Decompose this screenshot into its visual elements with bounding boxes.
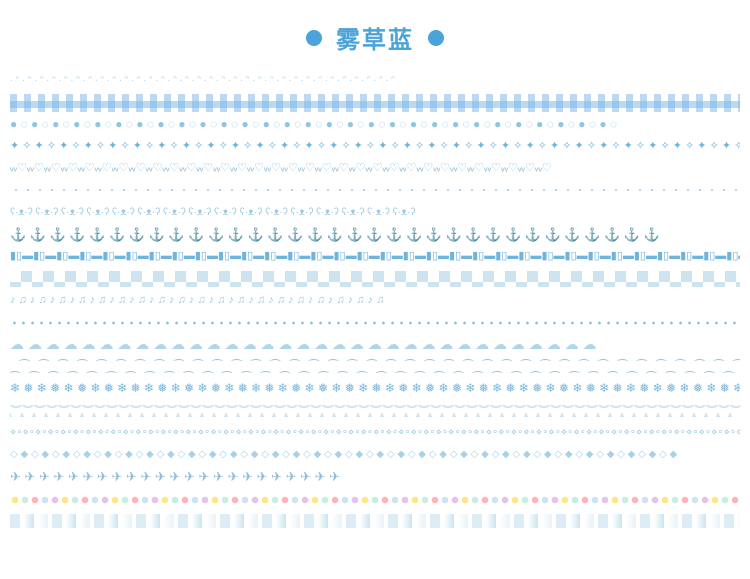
header-title: 雾草蓝	[336, 20, 414, 55]
tape-pattern	[10, 318, 740, 328]
tape-row-4: ᵥᵥ♡ᵥᵥ♡ᵥᵥ♡ᵥᵥ♡ᵥᵥ♡ᵥᵥ♡ᵥᵥ♡ᵥᵥ♡ᵥᵥ♡ᵥᵥ♡ᵥᵥ♡ᵥᵥ♡ᵥᵥ♡ᵥ…	[10, 159, 740, 178]
tape-row-5	[10, 181, 740, 200]
tape-row-12: ☁ ☁ ☁ ☁ ☁ ☁ ☁ ☁ ☁ ☁ ☁ ☁ ☁ ☁ ☁ ☁ ☁ ☁ ☁ ☁ …	[10, 335, 740, 354]
tape-row-19	[10, 489, 740, 508]
tape-row-17: ◇ ◆ ◇ ◆ ◇ ◆ ◇ ◆ ◇ ◆ ◇ ◆ ◇ ◆ ◇ ◆ ◇ ◆ ◇ ◆ …	[10, 445, 740, 464]
header-dot-right	[428, 30, 444, 46]
tape-row-18: ✈ ✈ ✈ ✈ ✈ ✈ ✈ ✈ ✈ ✈ ✈ ✈ ✈ ✈ ✈ ✈ ✈ ✈ ✈ ✈ …	[10, 467, 740, 486]
tape-row-15	[10, 401, 740, 420]
header: 雾草蓝	[0, 0, 750, 71]
tape-row-1	[10, 93, 740, 112]
tape-row-3: ✦ ✧ ✦ ✧ ✦ ✧ ✦ ✧ ✦ ✧ ✦ ✧ ✦ ✧ ✦ ✧ ✦ ✧ ✦ ✧ …	[10, 137, 740, 156]
tape-row-14: ❄ ❅ ❄ ❅ ❄ ❅ ❄ ❅ ❄ ❅ ❄ ❅ ❄ ❅ ❄ ❅ ❄ ❅ ❄ ❅ …	[10, 379, 740, 398]
tape-pattern	[10, 514, 740, 528]
tape-glyphs: ♪ ♫ ♪ ♫ ♪ ♫ ♪ ♫ ♪ ♫ ♪ ♫ ♪ ♫ ♪ ♫ ♪ ♫ ♪ ♫ …	[10, 291, 740, 310]
tape-row-10: ♪ ♫ ♪ ♫ ♪ ♫ ♪ ♫ ♪ ♫ ♪ ♫ ♪ ♫ ♪ ♫ ♪ ♫ ♪ ♫ …	[10, 291, 740, 310]
tape-glyphs: ☁ ☁ ☁ ☁ ☁ ☁ ☁ ☁ ☁ ☁ ☁ ☁ ☁ ☁ ☁ ☁ ☁ ☁ ☁ ☁ …	[10, 335, 740, 354]
tape-glyphs: ⁔⁀⁔⁀⁔⁀⁔⁀⁔⁀⁔⁀⁔⁀⁔⁀⁔⁀⁔⁀⁔⁀⁔⁀⁔⁀⁔⁀⁔⁀⁔⁀⁔⁀⁔⁀⁔⁀⁔⁀…	[10, 357, 740, 376]
tape-row-20	[10, 511, 740, 530]
tape-glyphs: ❄ ❅ ❄ ❅ ❄ ❅ ❄ ❅ ❄ ❅ ❄ ❅ ❄ ❅ ❄ ❅ ❄ ❅ ❄ ❅ …	[10, 379, 740, 398]
tape-glyphs: ✦ ✧ ✦ ✧ ✦ ✧ ✦ ✧ ✦ ✧ ✦ ✧ ✦ ✧ ✦ ✧ ✦ ✧ ✦ ✧ …	[10, 137, 740, 156]
tape-glyphs: ▮▯▬▮▯▬▮▯▬▮▯▬▮▯▬▮▯▬▮▯▬▮▯▬▮▯▬▮▯▬▮▯▬▮▯▬▮▯▬▮…	[10, 247, 740, 266]
tape-glyphs: ᵥᵥ♡ᵥᵥ♡ᵥᵥ♡ᵥᵥ♡ᵥᵥ♡ᵥᵥ♡ᵥᵥ♡ᵥᵥ♡ᵥᵥ♡ᵥᵥ♡ᵥᵥ♡ᵥᵥ♡ᵥᵥ♡ᵥ…	[10, 159, 740, 178]
tape-row-11	[10, 313, 740, 332]
tape-glyphs: ● ◌ ● ◌ ● ◌ ● ◌ ● ◌ ● ◌ ● ◌ ● ◌ ● ◌ ● ◌ …	[10, 115, 740, 134]
tape-pattern	[10, 187, 740, 195]
tape-row-2: ● ◌ ● ◌ ● ◌ ● ◌ ● ◌ ● ◌ ● ◌ ● ◌ ● ◌ ● ◌ …	[10, 115, 740, 134]
tape-row-8: ▮▯▬▮▯▬▮▯▬▮▯▬▮▯▬▮▯▬▮▯▬▮▯▬▮▯▬▮▯▬▮▯▬▮▯▬▮▯▬▮…	[10, 247, 740, 266]
tape-glyphs: ʕ·ᴥ·ʔ ʕ·ᴥ·ʔ ʕ·ᴥ·ʔ ʕ·ᴥ·ʔ ʕ·ᴥ·ʔ ʕ·ᴥ·ʔ ʕ·ᴥ·…	[10, 203, 740, 222]
tape-row-0: ∙ ᵔ ∙ ᵔ ∙ ᵔ ∙ ᵔ ∙ ᵔ ∙ ᵔ ∙ ᵔ ∙ ᵔ ∙ ᵔ ∙ ᵔ …	[10, 71, 740, 90]
tape-row-7: ⚓ ⚓ ⚓ ⚓ ⚓ ⚓ ⚓ ⚓ ⚓ ⚓ ⚓ ⚓ ⚓ ⚓ ⚓ ⚓ ⚓ ⚓ ⚓ ⚓ …	[10, 225, 740, 244]
tape-row-16: ⋄∘⋄∘⋄∘⋄∘⋄∘⋄∘⋄∘⋄∘⋄∘⋄∘⋄∘⋄∘⋄∘⋄∘⋄∘⋄∘⋄∘⋄∘⋄∘⋄∘…	[10, 423, 740, 442]
tape-pattern	[10, 94, 740, 112]
tape-pattern	[10, 490, 740, 508]
tape-pattern	[10, 271, 740, 287]
tape-row-6: ʕ·ᴥ·ʔ ʕ·ᴥ·ʔ ʕ·ᴥ·ʔ ʕ·ᴥ·ʔ ʕ·ᴥ·ʔ ʕ·ᴥ·ʔ ʕ·ᴥ·…	[10, 203, 740, 222]
tape-glyphs: ✈ ✈ ✈ ✈ ✈ ✈ ✈ ✈ ✈ ✈ ✈ ✈ ✈ ✈ ✈ ✈ ✈ ✈ ✈ ✈ …	[10, 467, 740, 486]
tape-pattern	[10, 405, 740, 417]
tape-glyphs: ⋄∘⋄∘⋄∘⋄∘⋄∘⋄∘⋄∘⋄∘⋄∘⋄∘⋄∘⋄∘⋄∘⋄∘⋄∘⋄∘⋄∘⋄∘⋄∘⋄∘…	[10, 423, 740, 442]
tape-glyphs: ∙ ᵔ ∙ ᵔ ∙ ᵔ ∙ ᵔ ∙ ᵔ ∙ ᵔ ∙ ᵔ ∙ ᵔ ∙ ᵔ ∙ ᵔ …	[10, 71, 740, 90]
tape-row-13: ⁔⁀⁔⁀⁔⁀⁔⁀⁔⁀⁔⁀⁔⁀⁔⁀⁔⁀⁔⁀⁔⁀⁔⁀⁔⁀⁔⁀⁔⁀⁔⁀⁔⁀⁔⁀⁔⁀⁔⁀…	[10, 357, 740, 376]
tape-glyphs: ⚓ ⚓ ⚓ ⚓ ⚓ ⚓ ⚓ ⚓ ⚓ ⚓ ⚓ ⚓ ⚓ ⚓ ⚓ ⚓ ⚓ ⚓ ⚓ ⚓ …	[10, 225, 740, 244]
tape-list: ∙ ᵔ ∙ ᵔ ∙ ᵔ ∙ ᵔ ∙ ᵔ ∙ ᵔ ∙ ᵔ ∙ ᵔ ∙ ᵔ ∙ ᵔ …	[0, 71, 750, 530]
tape-glyphs: ◇ ◆ ◇ ◆ ◇ ◆ ◇ ◆ ◇ ◆ ◇ ◆ ◇ ◆ ◇ ◆ ◇ ◆ ◇ ◆ …	[10, 445, 740, 464]
tape-row-9	[10, 269, 740, 288]
header-dot-left	[306, 30, 322, 46]
